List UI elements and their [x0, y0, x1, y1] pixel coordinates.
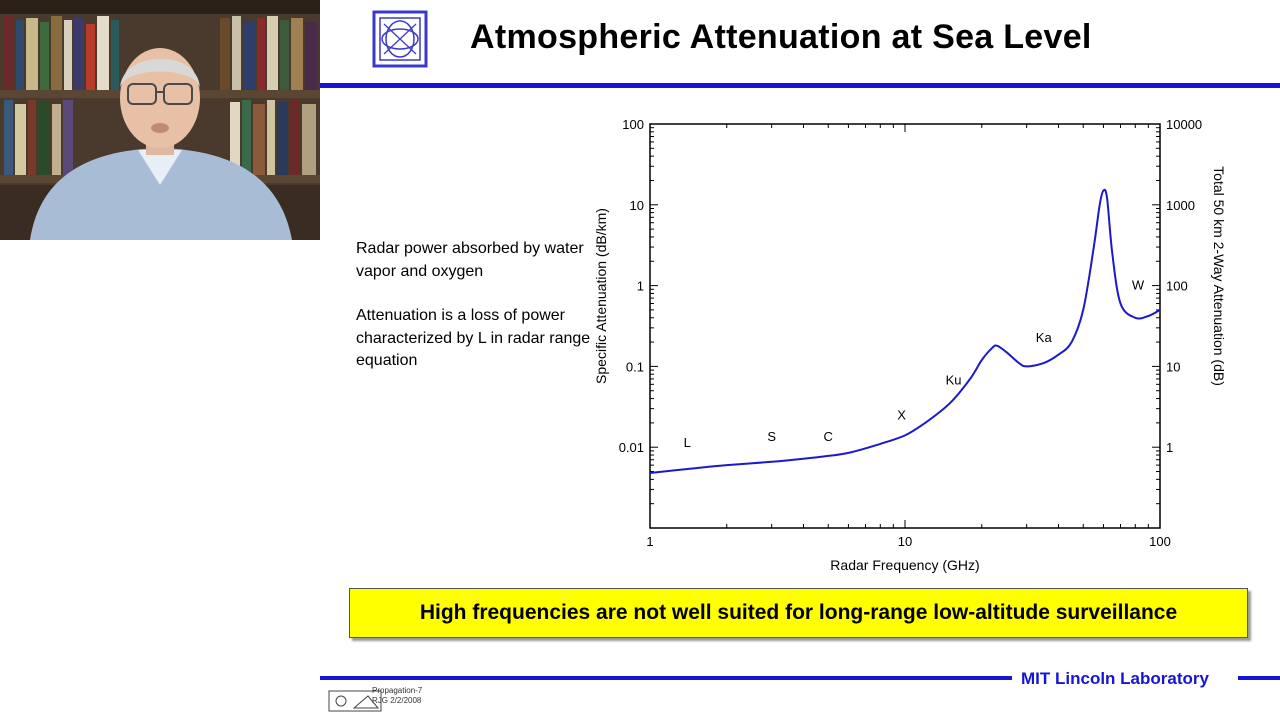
y2-tick-label: 10000 — [1166, 117, 1202, 132]
band-label: Ku — [946, 372, 962, 387]
x-axis-label: Radar Frequency (GHz) — [830, 557, 979, 573]
footer-org-name: MIT Lincoln Laboratory — [1021, 669, 1209, 688]
band-label: X — [897, 408, 906, 423]
y2-tick-label: 1 — [1166, 440, 1173, 455]
band-label: W — [1132, 277, 1145, 292]
plot-frame — [649, 123, 1161, 529]
propagation-icon — [328, 690, 382, 712]
bullet-item: Attenuation is a loss of power character… — [356, 307, 591, 369]
y-tick-label: 0.01 — [619, 440, 644, 455]
band-label: L — [684, 435, 691, 450]
y-tick-label: 10 — [630, 198, 644, 213]
x-tick-label: 10 — [898, 534, 912, 549]
footer-ref-line2: RJG 2/2/2008 — [372, 696, 422, 705]
bullet-list: Radar power absorbed by water vapor and … — [356, 238, 596, 395]
lincoln-lab-logo — [372, 10, 428, 68]
y2-tick-label: 10 — [1166, 359, 1180, 374]
footer-reference: Propagation-7 RJG 2/2/2008 — [372, 686, 422, 706]
x-tick-label: 1 — [646, 534, 653, 549]
band-label: S — [767, 429, 776, 444]
y2-tick-label: 1000 — [1166, 198, 1195, 213]
callout-text: High frequencies are not well suited for… — [419, 601, 1178, 624]
x-tick-label: 100 — [1149, 534, 1171, 549]
y-tick-label: 100 — [622, 117, 644, 132]
title-divider — [320, 83, 1280, 88]
y2-axis-label: Total 50 km 2-Way Attenuation (dB) — [1211, 166, 1227, 386]
band-label: C — [824, 429, 833, 444]
y-tick-label: 1 — [637, 279, 644, 294]
y2-tick-label: 100 — [1166, 279, 1188, 294]
y-axis-label: Specific Attenuation (dB/km) — [593, 208, 609, 384]
y-tick-label: 0.1 — [626, 359, 644, 374]
callout-box: High frequencies are not well suited for… — [349, 588, 1248, 638]
footer-ref-line1: Propagation-7 — [372, 686, 423, 695]
band-label: Ka — [1036, 330, 1053, 345]
slide-title: Atmospheric Attenuation at Sea Level — [470, 18, 1092, 56]
webcam-video — [0, 0, 320, 240]
footer-divider-right — [1238, 676, 1280, 680]
attenuation-chart: 1 10 100 0.01 0.1 1 10 100 1 10 100 1000 10000 Radar … — [593, 117, 1227, 573]
presenter-image — [0, 0, 320, 240]
bullet-item: Radar power absorbed by water vapor and … — [356, 240, 584, 280]
footer-divider-left — [320, 676, 1012, 680]
attenuation-curve — [649, 188, 1161, 474]
